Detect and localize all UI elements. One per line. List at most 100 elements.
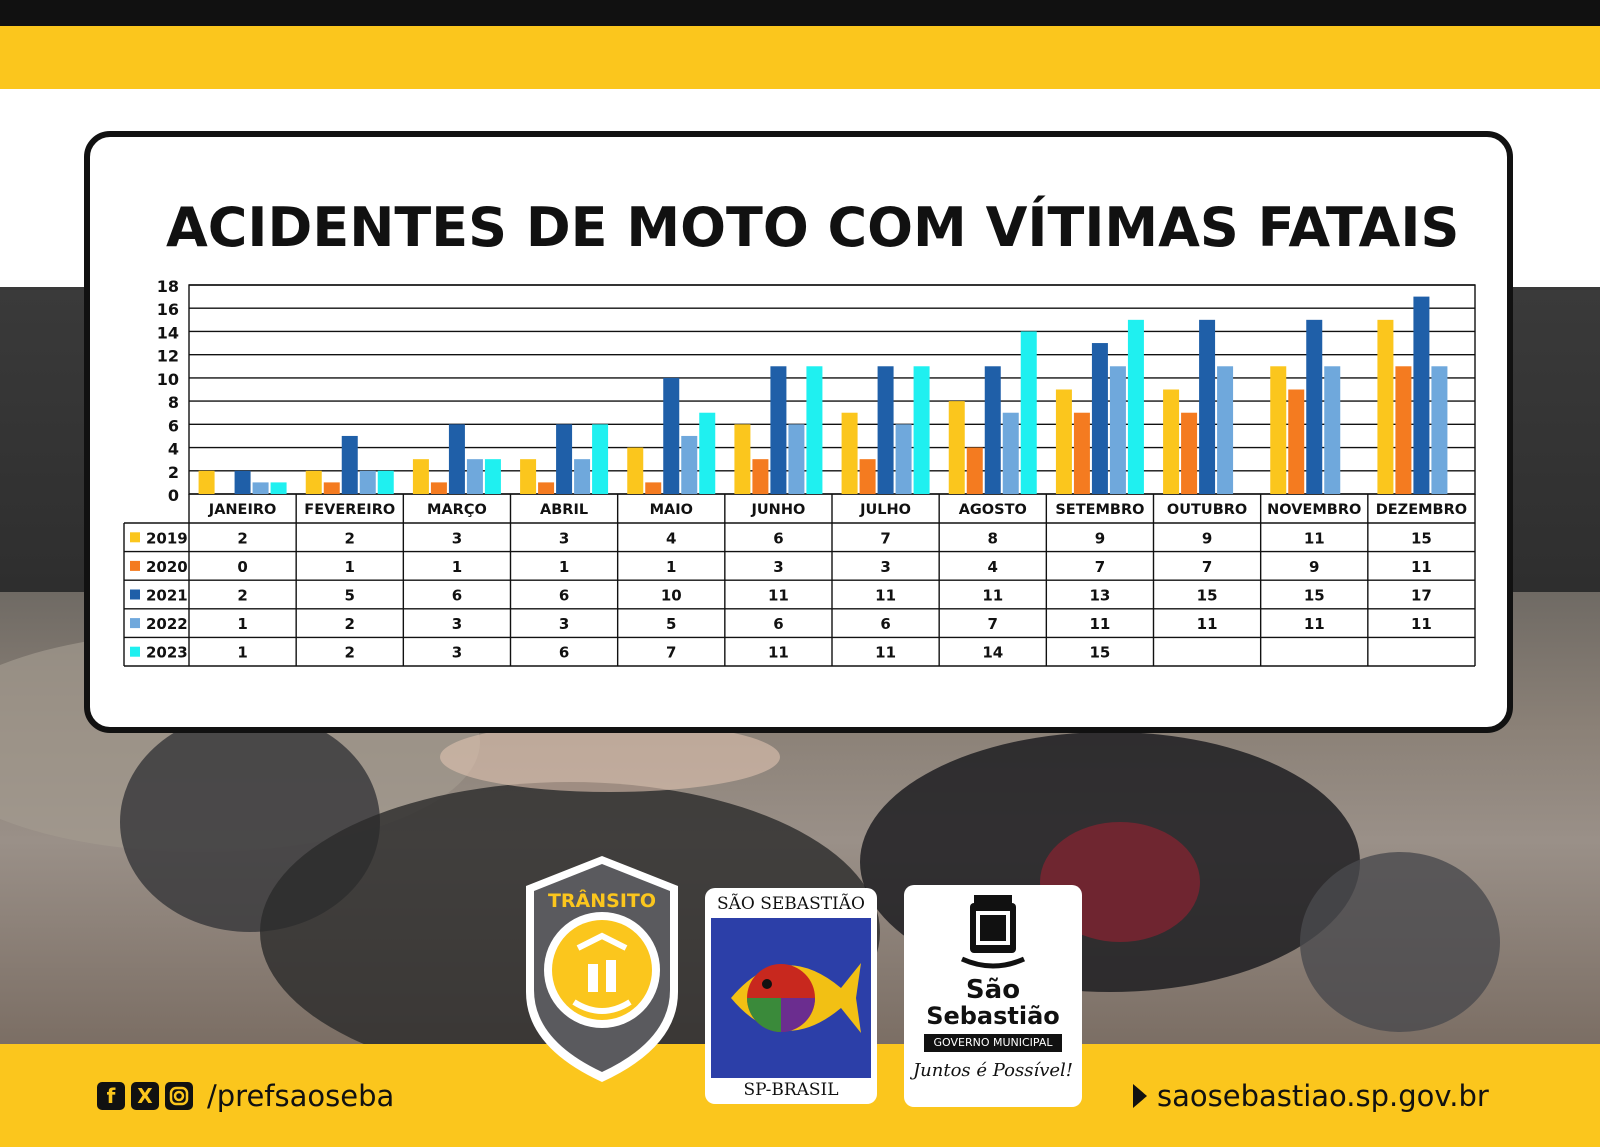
data-label: 3 <box>880 558 890 576</box>
bar-2019-abril <box>520 459 537 494</box>
x-tick-label: SETEMBRO <box>1055 502 1144 518</box>
bar-2020-outubro <box>1181 412 1198 494</box>
data-label: 7 <box>988 615 998 633</box>
data-label: 6 <box>452 587 462 605</box>
data-label: 4 <box>988 558 998 576</box>
legend-swatch-2019 <box>130 532 140 543</box>
data-label: 6 <box>773 529 783 547</box>
x-tick-label: MAIO <box>650 502 693 518</box>
bar-2020-maio <box>645 482 662 494</box>
data-label: 15 <box>1411 529 1432 547</box>
x-tick-label: ABRIL <box>540 502 588 518</box>
y-tick-label: 8 <box>168 393 179 412</box>
data-label: 15 <box>1304 587 1325 605</box>
bar-2022-outubro <box>1217 366 1234 494</box>
legend-label-2020: 2020 <box>146 558 188 576</box>
bar-2020-agosto <box>966 447 983 494</box>
y-tick-label: 6 <box>168 416 179 435</box>
bar-2020-novembro <box>1288 389 1305 494</box>
legend-label-2021: 2021 <box>146 587 188 605</box>
facebook-icon[interactable]: f <box>97 1082 125 1110</box>
social-handle[interactable]: /prefsaoseba <box>207 1079 395 1113</box>
bar-2022-julho <box>895 424 912 494</box>
bar-2019-outubro <box>1163 389 1180 494</box>
bar-2020-março <box>430 482 447 494</box>
bar-2020-fevereiro <box>323 482 340 494</box>
city-art-bottom-text: SP-BRASIL <box>743 1080 839 1100</box>
x-tick-label: AGOSTO <box>959 502 1027 518</box>
bar-2019-fevereiro <box>305 470 322 494</box>
data-label: 7 <box>1095 558 1105 576</box>
bar-2020-setembro <box>1073 412 1090 494</box>
y-tick-label: 4 <box>168 440 179 459</box>
data-label: 1 <box>345 558 355 576</box>
data-label: 1 <box>666 558 676 576</box>
city-art-logo: SÃO SEBASTIÃO SP-BRASIL <box>705 888 877 1104</box>
data-label: 9 <box>1309 558 1319 576</box>
x-tick-label: DEZEMBRO <box>1376 502 1467 518</box>
data-label: 9 <box>1095 529 1105 547</box>
legend-label-2022: 2022 <box>146 615 188 633</box>
x-icon[interactable]: X <box>131 1082 159 1110</box>
data-label: 15 <box>1197 587 1218 605</box>
legend-label-2019: 2019 <box>146 529 188 547</box>
legend-swatch-2021 <box>130 589 140 600</box>
data-label: 5 <box>345 587 355 605</box>
bar-2019-março <box>412 459 429 494</box>
data-label: 17 <box>1411 587 1432 605</box>
legend-swatch-2020 <box>130 560 140 571</box>
bar-2021-janeiro <box>234 470 251 494</box>
bar-2021-setembro <box>1091 343 1108 494</box>
bar-2021-novembro <box>1306 319 1323 494</box>
data-label: 11 <box>768 644 789 662</box>
bar-2022-agosto <box>1002 412 1019 494</box>
x-tick-label: OUTUBRO <box>1167 502 1247 518</box>
data-label: 11 <box>982 587 1003 605</box>
website-link[interactable]: saosebastiao.sp.gov.br <box>1133 1076 1489 1116</box>
data-label: 11 <box>875 644 896 662</box>
x-tick-label: JANEIRO <box>208 502 277 518</box>
data-label: 6 <box>559 587 569 605</box>
x-tick-label: JUNHO <box>751 502 806 518</box>
bar-2023-fevereiro <box>377 470 394 494</box>
legend-swatch-2023 <box>130 646 140 657</box>
data-label: 7 <box>880 529 890 547</box>
bar-2023-setembro <box>1127 319 1144 494</box>
y-tick-label: 12 <box>157 347 179 366</box>
data-label: 15 <box>1089 644 1110 662</box>
bar-2021-março <box>448 424 465 494</box>
bar-2023-junho <box>806 366 823 494</box>
data-label: 6 <box>880 615 890 633</box>
data-label: 2 <box>237 529 247 547</box>
top-yellow-band <box>0 26 1600 89</box>
social-links: f X /prefsaoseba <box>97 1076 394 1116</box>
bar-2021-agosto <box>984 366 1001 494</box>
government-motto: Juntos é Possível! <box>912 1060 1074 1081</box>
data-label: 11 <box>1304 529 1325 547</box>
website-text[interactable]: saosebastiao.sp.gov.br <box>1157 1079 1489 1113</box>
bar-2021-fevereiro <box>341 435 358 494</box>
data-label: 5 <box>666 615 676 633</box>
data-label: 1 <box>237 644 247 662</box>
bar-2021-outubro <box>1199 319 1216 494</box>
bar-2022-novembro <box>1324 366 1341 494</box>
bar-2019-janeiro <box>198 470 215 494</box>
data-label: 1 <box>237 615 247 633</box>
instagram-icon[interactable] <box>165 1082 193 1110</box>
coat-of-arms-icon <box>960 895 1026 969</box>
data-label: 4 <box>666 529 676 547</box>
city-art-top-text: SÃO SEBASTIÃO <box>716 894 865 914</box>
data-label: 3 <box>773 558 783 576</box>
y-tick-label: 0 <box>168 486 179 505</box>
x-tick-label: MARÇO <box>427 502 487 518</box>
data-label: 2 <box>345 615 355 633</box>
bar-2023-janeiro <box>270 482 287 494</box>
y-tick-label: 10 <box>157 370 179 389</box>
data-label: 6 <box>559 644 569 662</box>
bar-2022-fevereiro <box>359 470 376 494</box>
bar-2019-agosto <box>948 401 965 494</box>
data-label: 0 <box>237 558 247 576</box>
bar-2023-março <box>484 459 501 494</box>
bar-2023-agosto <box>1020 331 1037 494</box>
bar-2019-dezembro <box>1377 319 1394 494</box>
